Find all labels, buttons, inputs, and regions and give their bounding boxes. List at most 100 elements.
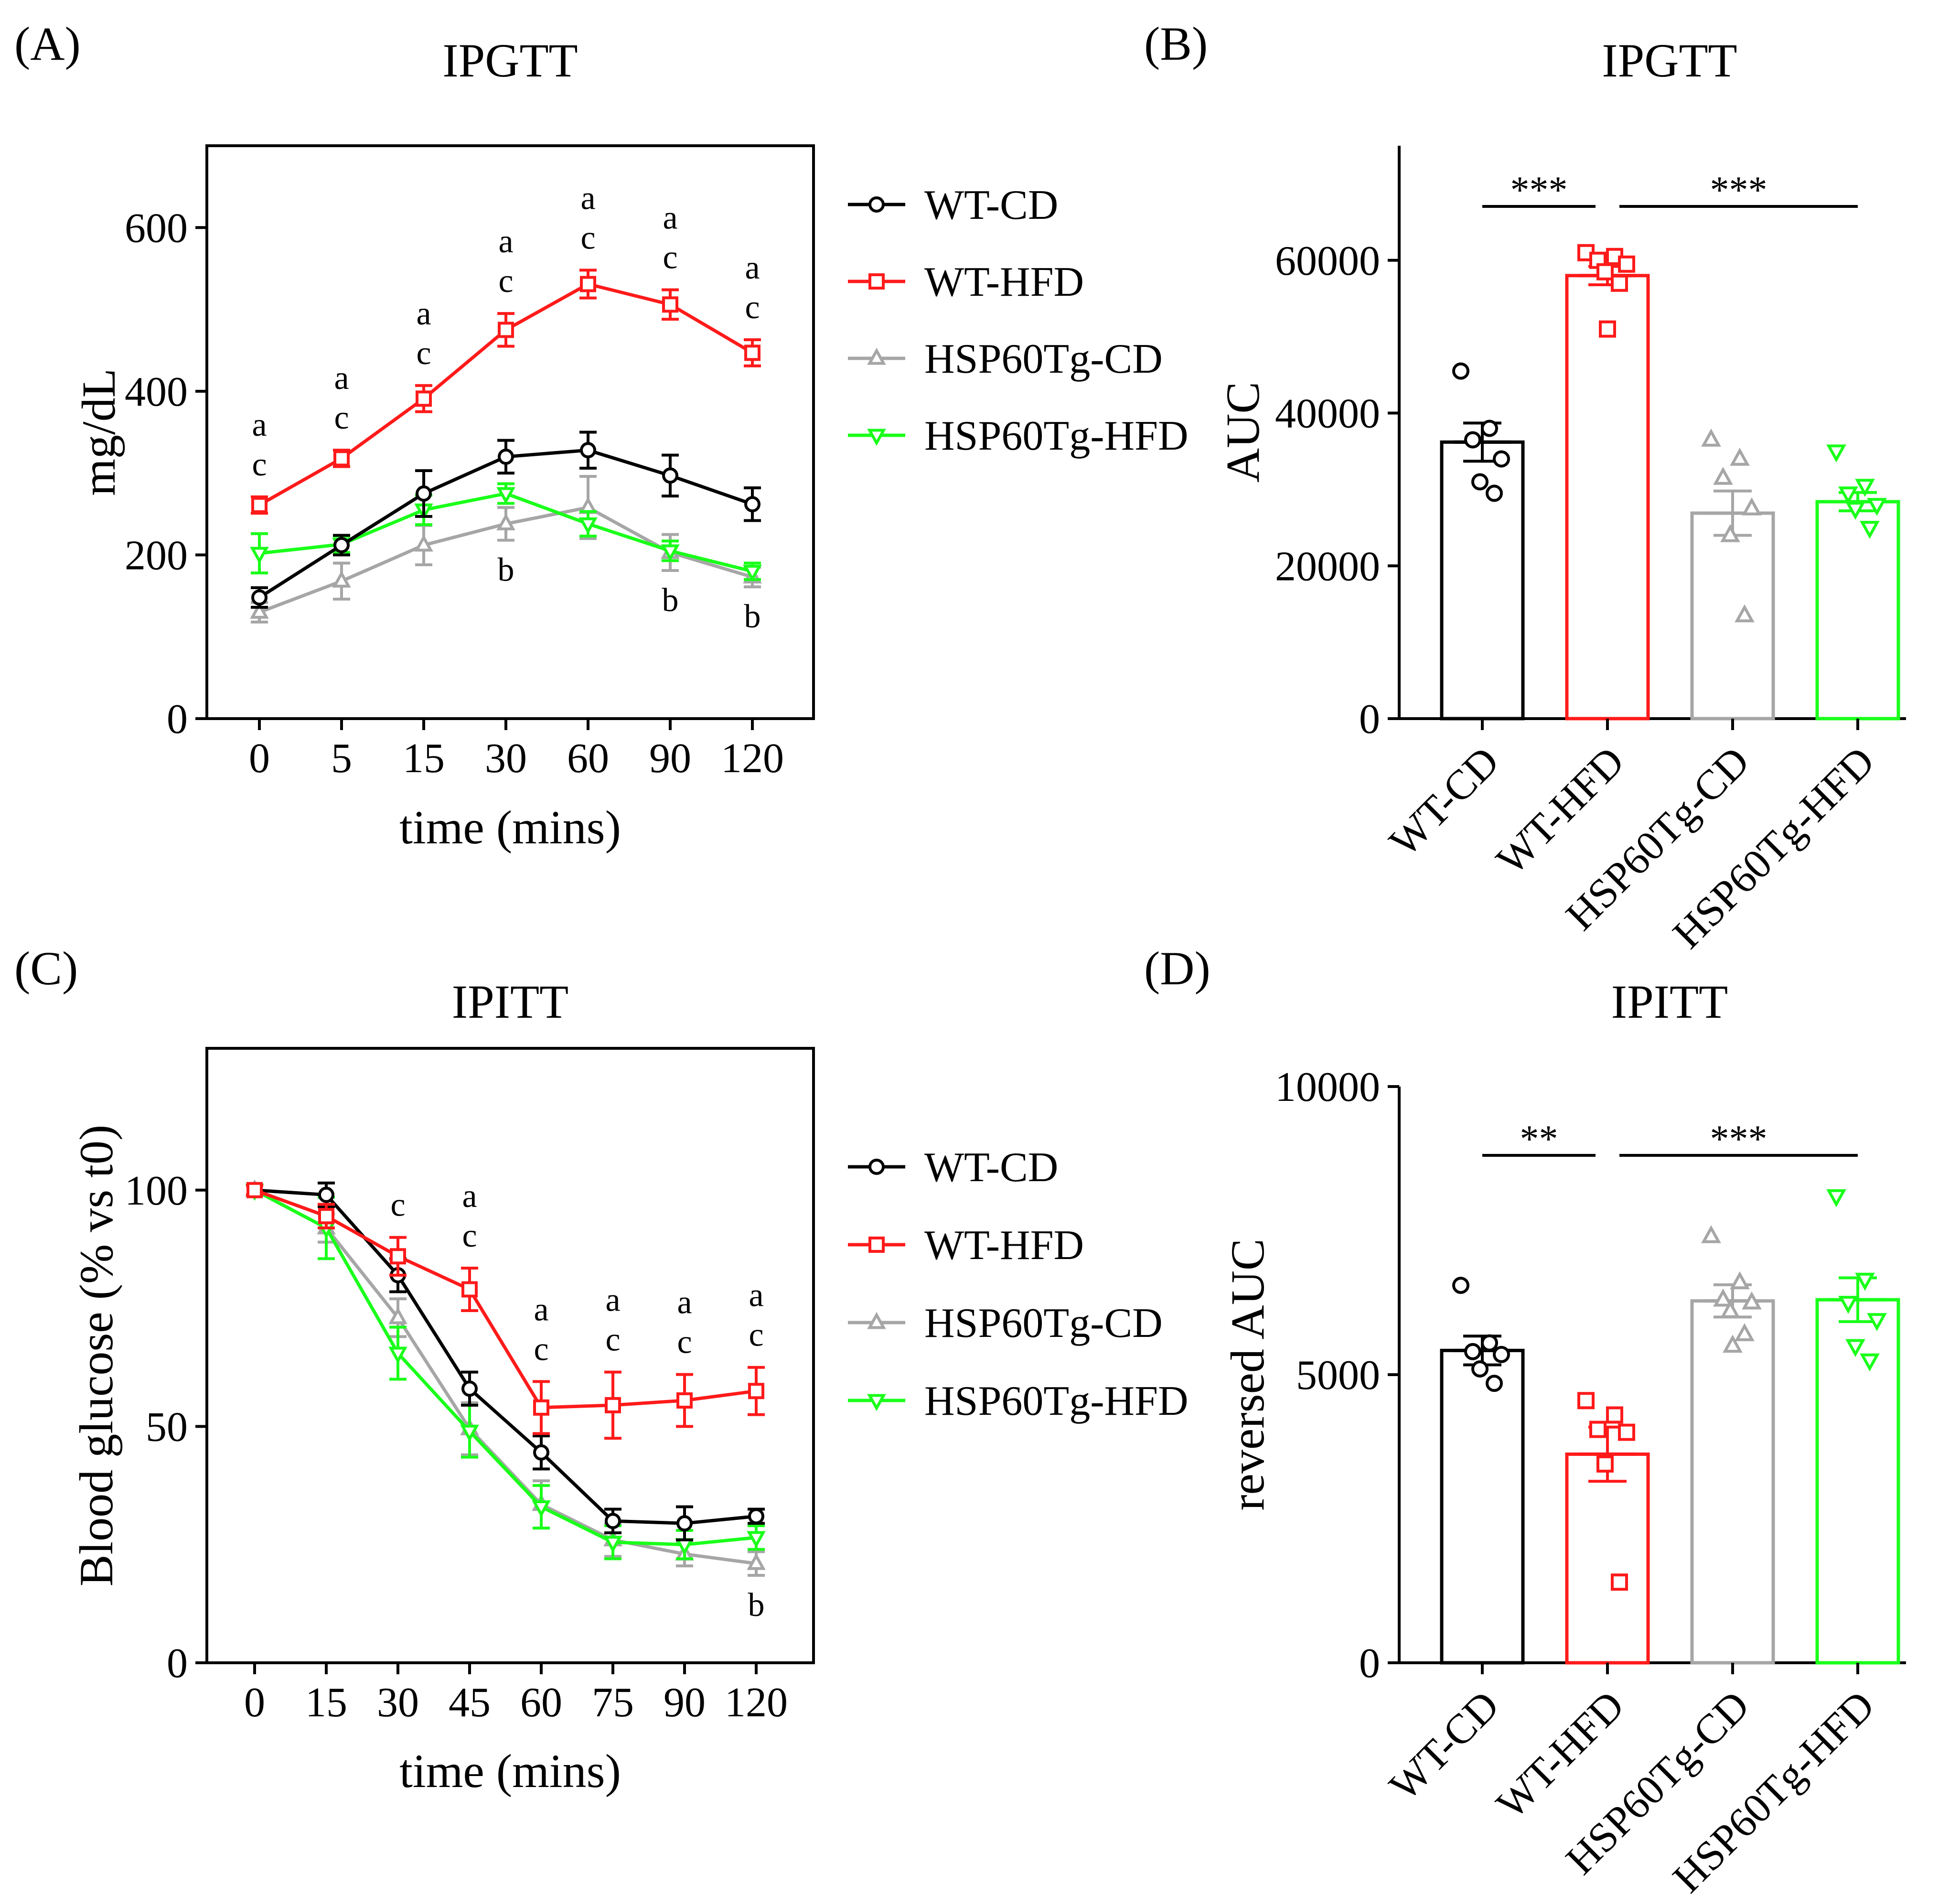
bar (1690, 1299, 1775, 1665)
bar-group-hsp60tg-cd (1690, 429, 1775, 721)
data-point (1845, 502, 1865, 520)
x-tick-label: 90 (649, 735, 691, 782)
series-wt-hfd (246, 1182, 765, 1440)
legend-marker (868, 273, 885, 290)
data-point (605, 1513, 621, 1529)
data-point (1611, 274, 1628, 292)
data-point (333, 450, 350, 467)
bar-group-hsp60tg-hfd (1815, 1189, 1900, 1665)
x-tick-label: 5 (331, 735, 352, 782)
panel-label: (B) (1144, 17, 1208, 70)
data-point (1855, 1272, 1875, 1291)
annotation-letter: c (534, 1331, 548, 1367)
annotation-letter: a (605, 1282, 620, 1319)
data-point (1701, 1225, 1721, 1243)
x-tick-label: WT-CD (1381, 1682, 1508, 1810)
data-point (1577, 1392, 1595, 1410)
y-axis-label: reversed AUC (1221, 1238, 1274, 1510)
legend-item: WT-HFD (848, 1222, 1084, 1269)
x-tick-label: 45 (449, 1680, 491, 1726)
data-point (333, 537, 350, 553)
x-tick-label: 120 (721, 735, 784, 782)
data-point (388, 1307, 407, 1324)
data-point (1730, 1271, 1750, 1290)
data-point (1735, 1323, 1755, 1341)
y-tick-label: 200 (125, 532, 188, 579)
data-point (250, 602, 269, 619)
legend-label: WT-CD (924, 182, 1058, 228)
annotation-letter: c (677, 1324, 692, 1361)
data-point (1493, 450, 1510, 468)
data-point (1471, 473, 1489, 491)
annotation-letter: a (416, 295, 431, 332)
data-point (1838, 486, 1858, 505)
data-point (1589, 1421, 1607, 1438)
annotation-letter: a (745, 249, 760, 286)
x-tick-label: 120 (725, 1680, 788, 1726)
annotation-letter: c (252, 446, 267, 483)
data-point (1742, 1291, 1762, 1310)
annotation-letter: a (534, 1291, 548, 1328)
data-point (251, 496, 268, 513)
x-tick-label: 30 (377, 1680, 419, 1726)
data-point (1481, 420, 1498, 437)
data-point (1845, 1339, 1865, 1357)
data-point (1867, 1313, 1887, 1331)
data-point (1855, 479, 1875, 497)
bar-group-wt-hfd (1565, 244, 1650, 721)
panel-a-ipgtt-line-chart: (A) IPGTT 0 200 400 600 0 5 15 30 60 90 120 time (min… (14, 17, 1189, 854)
bar-group-wt-hfd (1565, 1392, 1650, 1665)
legend-item: HSP60Tg-CD (848, 1300, 1163, 1346)
data-point (496, 487, 515, 505)
legend-item: HSP60Tg-HFD (848, 413, 1189, 459)
legend-label: HSP60Tg-CD (924, 336, 1163, 382)
data-point (747, 1552, 766, 1570)
data-point (416, 390, 432, 407)
data-point (246, 1182, 263, 1198)
annotation-letter: c (580, 219, 595, 256)
legend-item: WT-CD (848, 182, 1058, 228)
data-point (1493, 1346, 1510, 1363)
series-line (254, 1188, 757, 1525)
data-point (1730, 448, 1750, 466)
data-point (498, 322, 514, 338)
annotation-letter: a (252, 407, 267, 443)
panel-label: (A) (14, 17, 81, 70)
data-point (533, 1444, 549, 1461)
legend-marker (868, 196, 885, 213)
bar (1690, 511, 1775, 721)
data-point (390, 1248, 406, 1265)
data-point (580, 442, 596, 459)
significance-stars: ** (1520, 1118, 1558, 1160)
annotation-letter: c (663, 239, 677, 276)
data-point (332, 570, 351, 588)
data-point (605, 1397, 621, 1413)
data-point (1486, 1375, 1503, 1392)
data-point (460, 1424, 479, 1442)
data-point (1826, 444, 1846, 463)
data-point (1860, 1353, 1880, 1372)
legend-label: WT-CD (924, 1144, 1058, 1191)
y-axis-label: mg/dL (72, 368, 125, 496)
x-tick-label: 90 (664, 1680, 706, 1726)
x-tick-label: 0 (249, 735, 270, 782)
y-tick-label: 60000 (1275, 238, 1380, 284)
x-tick-label: 75 (592, 1680, 634, 1726)
data-point (675, 1538, 694, 1555)
y-tick-label: 0 (167, 696, 188, 743)
annotation-letter: b (748, 1587, 765, 1624)
x-tick-label: 15 (305, 1680, 347, 1726)
bar (1565, 1452, 1650, 1665)
data-point (744, 496, 760, 513)
panel-label: (C) (14, 942, 78, 995)
chart-title: IPITT (452, 975, 568, 1028)
panel-label: (D) (1144, 942, 1210, 995)
annotation-letter: a (580, 180, 595, 216)
legend-label: WT-HFD (924, 259, 1084, 305)
data-point (461, 1380, 478, 1397)
bar (1440, 1348, 1525, 1665)
legend-label: WT-HFD (924, 1222, 1084, 1269)
y-tick-label: 20000 (1275, 543, 1380, 590)
data-point (1596, 1455, 1614, 1473)
data-point (662, 467, 678, 484)
